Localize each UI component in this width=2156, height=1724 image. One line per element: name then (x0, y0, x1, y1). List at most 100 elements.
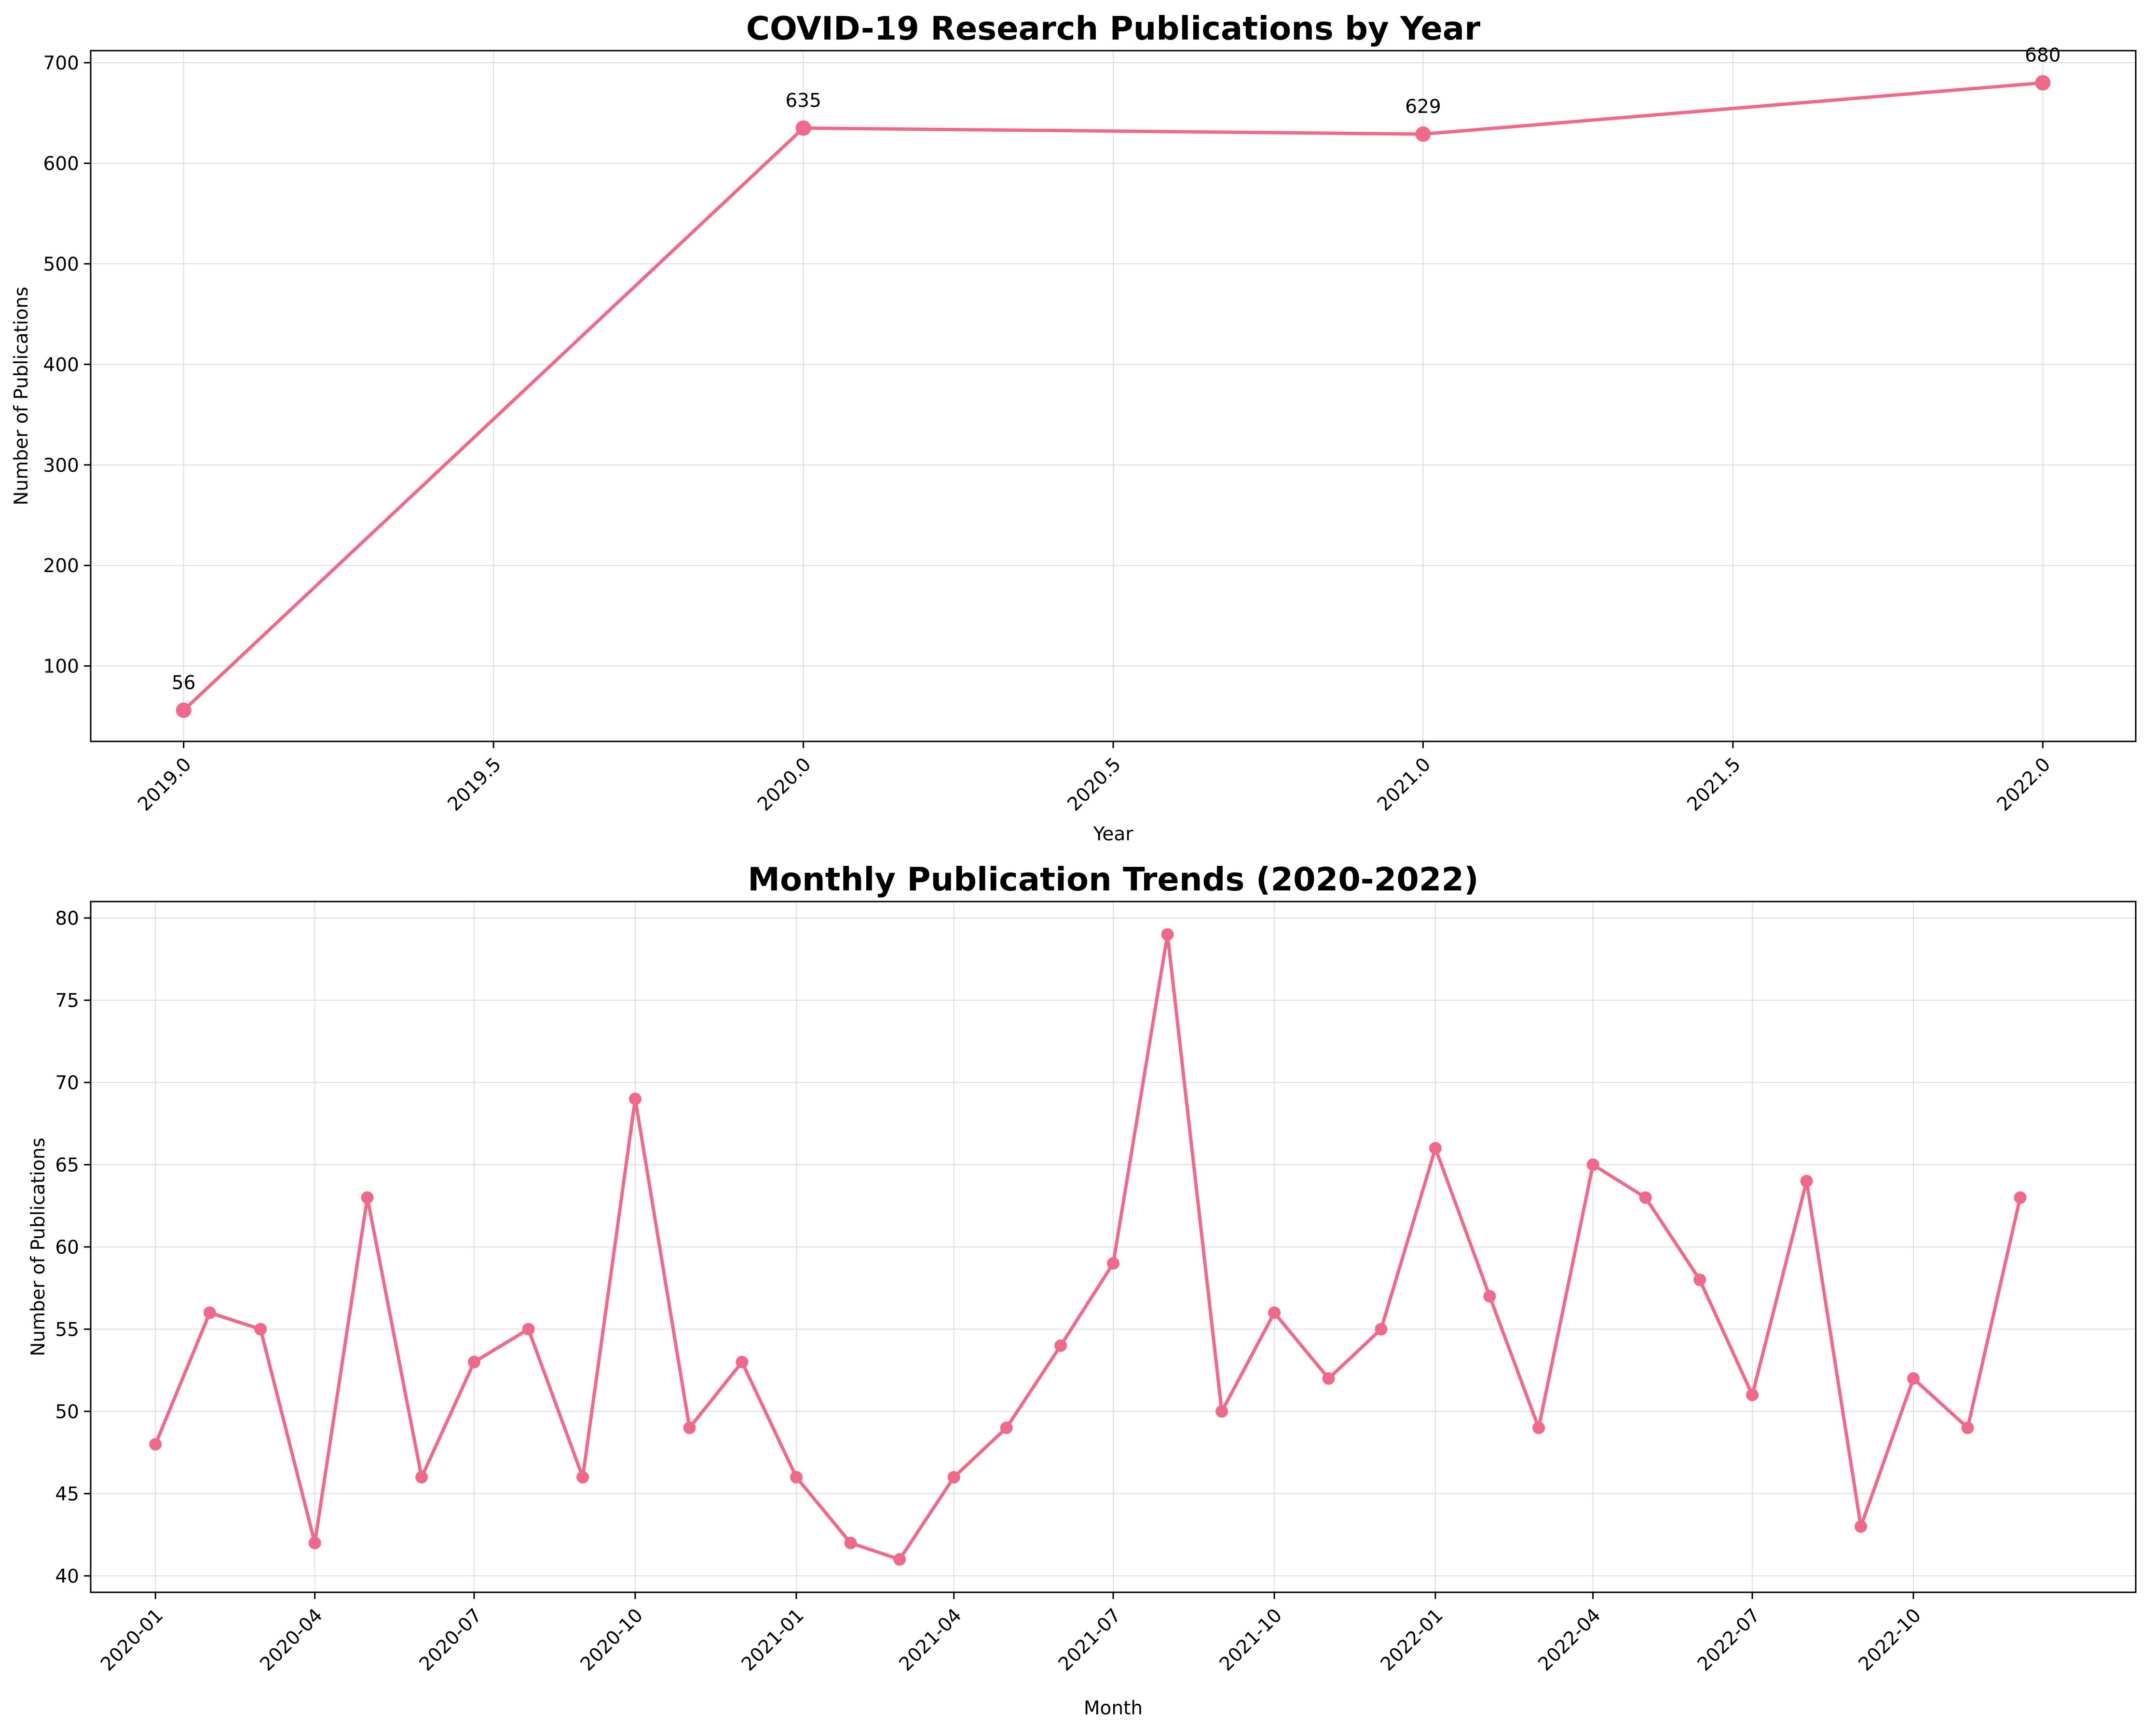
monthly-series-line (154, 932, 2022, 1561)
data-label: 629 (1405, 96, 1441, 118)
data-point (149, 1438, 162, 1451)
x-tick-label: 2020-07 (415, 1604, 486, 1675)
x-tick-label: 2021-04 (895, 1604, 966, 1675)
y-tick-label: 500 (43, 254, 79, 275)
x-tick-label: 2020.0 (753, 753, 815, 815)
yearly-x-ticks: 2019.0 2019.5 2020.0 2020.5 2021.0 2021.5 2022… (134, 741, 2055, 815)
data-point (790, 1471, 803, 1484)
data-label: 680 (2025, 45, 2060, 67)
y-tick-label: 60 (55, 1237, 79, 1259)
data-point (795, 120, 811, 136)
data-point (1429, 1142, 1442, 1155)
y-tick-label: 400 (43, 354, 79, 376)
data-point (1746, 1388, 1759, 1401)
yearly-chart-title: COVID-19 Research Publications by Year (746, 10, 1480, 47)
y-tick-label: 700 (43, 53, 79, 74)
yearly-grid (91, 51, 2136, 741)
x-tick-label: 2022.0 (1993, 753, 2055, 815)
x-tick-label: 2022-01 (1377, 1604, 1447, 1675)
yearly-y-axis-label: Number of Publications (11, 287, 32, 505)
data-point (893, 1553, 906, 1566)
data-point (2014, 1191, 2027, 1204)
data-point (1268, 1306, 1281, 1319)
monthly-x-axis-label: Month (1084, 1697, 1143, 1719)
data-point (1586, 1158, 1599, 1171)
monthly-x-ticks: 2020-01 2020-04 2020-07 2020-10 2021-01 2021-… (96, 1592, 1925, 1675)
data-point (254, 1323, 267, 1336)
data-point (308, 1536, 321, 1549)
data-point (1215, 1405, 1228, 1418)
x-tick-label: 2022-10 (1855, 1604, 1925, 1675)
monthly-y-ticks: 40 45 50 55 60 65 70 75 80 (55, 908, 91, 1587)
data-label: 56 (172, 672, 196, 694)
data-point (1907, 1372, 1920, 1385)
data-point (415, 1471, 428, 1484)
data-point (576, 1471, 589, 1484)
monthly-chart: 2020-01 2020-04 2020-07 2020-10 2021-01 2021-… (27, 861, 2137, 1719)
x-tick-label: 2021.0 (1373, 753, 1435, 815)
x-tick-label: 2020.5 (1064, 753, 1125, 815)
y-tick-label: 600 (43, 153, 79, 175)
data-point (1855, 1520, 1868, 1533)
y-tick-label: 80 (55, 908, 79, 930)
x-tick-label: 2019.5 (444, 753, 505, 815)
yearly-data-labels: 56 635 629 680 (172, 45, 2061, 694)
data-point (2035, 75, 2051, 91)
yearly-y-ticks: 100 200 300 400 500 600 700 (43, 53, 91, 678)
data-point (1375, 1323, 1388, 1336)
x-tick-label: 2022-04 (1534, 1604, 1605, 1675)
y-tick-label: 50 (55, 1401, 79, 1423)
data-point (361, 1191, 374, 1204)
y-tick-label: 65 (55, 1155, 79, 1177)
monthly-grid (91, 902, 2136, 1592)
x-tick-label: 2020-01 (96, 1604, 167, 1675)
data-point (844, 1536, 857, 1549)
y-tick-label: 75 (55, 990, 79, 1012)
y-tick-label: 70 (55, 1072, 79, 1094)
yearly-data-points (176, 75, 2051, 718)
y-tick-label: 300 (43, 455, 79, 477)
x-tick-label: 2021-10 (1215, 1604, 1286, 1675)
x-tick-label: 2021-01 (737, 1604, 808, 1675)
data-point (947, 1471, 960, 1484)
x-tick-label: 2020-10 (576, 1604, 647, 1675)
monthly-y-axis-label: Number of Publications (27, 1137, 49, 1356)
y-tick-label: 200 (43, 555, 79, 577)
data-point (1054, 1339, 1067, 1352)
monthly-data-points (149, 928, 2027, 1566)
data-point (1639, 1191, 1652, 1204)
data-point (1532, 1422, 1545, 1435)
yearly-x-axis-label: Year (1093, 823, 1134, 845)
data-point (1107, 1257, 1119, 1270)
data-point (683, 1422, 696, 1435)
yearly-series-line (182, 81, 2043, 711)
series-line (154, 932, 2022, 1561)
yearly-chart: 56 635 629 680 2019.0 2019.5 2020.0 2020.5 2021… (11, 10, 2137, 845)
data-point (736, 1355, 749, 1368)
data-point (1415, 126, 1431, 142)
monthly-chart-title: Monthly Publication Trends (2020-2022) (748, 861, 1478, 898)
x-tick-label: 2020-04 (256, 1604, 327, 1675)
data-point (1000, 1422, 1013, 1435)
x-tick-label: 2021.5 (1683, 753, 1745, 815)
data-point (203, 1306, 216, 1319)
x-tick-label: 2021-07 (1054, 1604, 1125, 1675)
data-label: 635 (785, 90, 821, 112)
x-tick-label: 2022-07 (1693, 1604, 1764, 1675)
y-tick-label: 100 (43, 656, 79, 678)
data-point (1961, 1422, 1974, 1435)
data-point (1693, 1273, 1706, 1286)
series-line (182, 81, 2043, 711)
data-point (1483, 1290, 1496, 1303)
data-point (1800, 1175, 1813, 1188)
y-tick-label: 40 (55, 1566, 79, 1587)
data-point (1161, 928, 1174, 941)
y-tick-label: 45 (55, 1483, 79, 1505)
data-point (176, 702, 191, 718)
data-point (628, 1093, 641, 1106)
data-point (522, 1323, 535, 1336)
y-tick-label: 55 (55, 1319, 79, 1341)
x-tick-label: 2019.0 (134, 753, 195, 815)
data-point (1322, 1372, 1335, 1385)
